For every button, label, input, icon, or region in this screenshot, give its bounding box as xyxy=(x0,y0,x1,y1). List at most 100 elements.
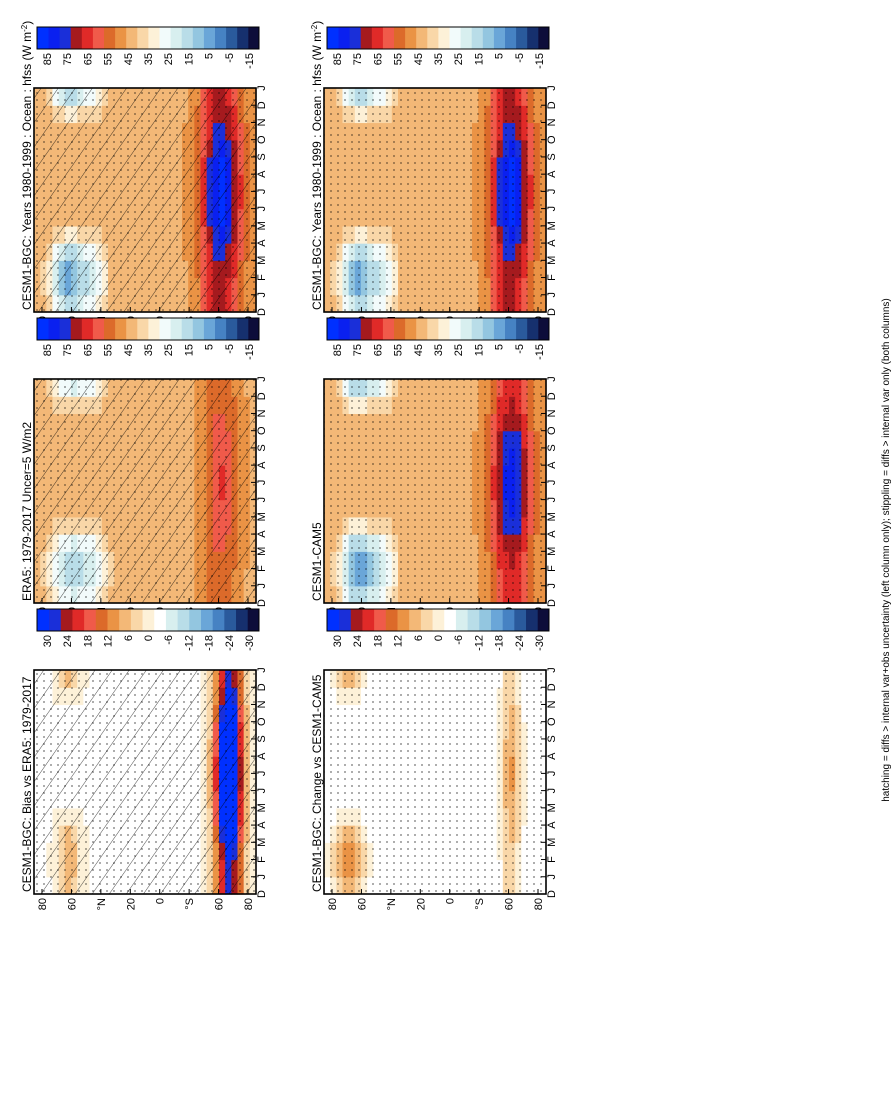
panel-p4: 8060°N200°S6080DJFMAMJJASONDJCESM1-CAM58… xyxy=(310,317,558,619)
colorbar-label: 75 xyxy=(62,53,74,65)
month-label: M xyxy=(546,547,558,556)
colorbar-swatch xyxy=(490,609,503,631)
lat-label: 80 xyxy=(243,898,255,910)
colorbar-label: 85 xyxy=(332,344,344,356)
colorbar-label: 65 xyxy=(372,344,384,356)
colorbar-label: -6 xyxy=(453,635,465,645)
colorbar-label: 75 xyxy=(352,344,364,356)
colorbar-label: 85 xyxy=(42,53,54,65)
month-label: S xyxy=(256,444,268,451)
colorbar-swatch xyxy=(118,609,131,631)
colorbar-label: 0 xyxy=(143,635,155,641)
colorbar-swatch xyxy=(449,27,461,49)
colorbar-swatch xyxy=(362,609,375,631)
month-label: J xyxy=(546,189,558,195)
colorbar-swatch xyxy=(443,609,456,631)
colorbar-swatch xyxy=(513,609,527,631)
colorbar-swatch xyxy=(327,27,339,49)
month-label: J xyxy=(546,85,558,91)
colorbar-label: -24 xyxy=(224,635,236,651)
colorbar-swatch xyxy=(136,27,149,49)
month-label: N xyxy=(546,118,558,126)
month-label: N xyxy=(256,409,268,417)
month-label: A xyxy=(546,821,558,829)
colorbar-swatch xyxy=(125,27,138,49)
month-label: M xyxy=(256,803,268,812)
month-label: D xyxy=(256,392,268,400)
colorbar-swatch xyxy=(142,609,155,631)
lat-label: °N xyxy=(96,898,108,910)
month-label: D xyxy=(256,890,268,898)
colorbar-label: 5 xyxy=(204,344,216,350)
colorbar-swatch xyxy=(438,318,450,340)
colorbar-swatch xyxy=(81,318,93,340)
colorbar-swatch xyxy=(420,609,433,631)
month-label: F xyxy=(256,565,268,572)
panel-title: CESM1-BGC: Bias vs ERA5: 1979-2017 xyxy=(20,676,34,892)
colorbar-label: 12 xyxy=(393,635,405,647)
panel-p2: 8060°N200°S6080DJFMAMJJASONDJCESM1-BGC: … xyxy=(310,21,559,329)
colorbar-label: 65 xyxy=(372,53,384,65)
colorbar-swatch xyxy=(338,318,350,340)
lat-label: 0 xyxy=(445,898,457,904)
panel-title: ERA5: 1979-2017 Uncer=5 W/m2 xyxy=(20,422,34,601)
colorbar-label: 65 xyxy=(82,53,94,65)
colorbar-swatch xyxy=(515,27,528,49)
colorbar-swatch xyxy=(214,27,227,49)
colorbar-swatch xyxy=(415,318,428,340)
colorbar-swatch xyxy=(136,318,149,340)
month-label: J xyxy=(546,497,558,503)
colorbar-swatch xyxy=(159,318,171,340)
colorbar-swatch xyxy=(70,318,82,340)
colorbar-label: 5 xyxy=(494,53,506,59)
stippling xyxy=(324,88,546,312)
colorbar-swatch xyxy=(471,27,483,49)
month-label: J xyxy=(256,583,268,589)
month-label: O xyxy=(546,717,558,726)
colorbar-label: 25 xyxy=(163,344,175,356)
colorbar-label: 75 xyxy=(62,344,74,356)
month-label: D xyxy=(546,683,558,691)
month-label: F xyxy=(546,274,558,281)
month-label: D xyxy=(546,599,558,607)
colorbar-swatch xyxy=(103,318,116,340)
colorbar-swatch xyxy=(203,318,215,340)
colorbar-frame xyxy=(326,608,550,632)
month-label: A xyxy=(546,752,558,760)
colorbar-swatch xyxy=(235,609,248,631)
colorbar-label: 75 xyxy=(352,53,364,65)
month-label: D xyxy=(546,308,558,316)
colorbar-swatch xyxy=(393,27,406,49)
colorbar-label: 55 xyxy=(103,53,115,65)
colorbar-swatch xyxy=(95,609,108,631)
colorbar-swatch xyxy=(526,27,539,49)
month-label: J xyxy=(256,874,268,880)
colorbar-swatch xyxy=(153,609,166,631)
colorbar-swatch xyxy=(203,27,215,49)
month-label: J xyxy=(256,292,268,298)
month-label: S xyxy=(256,735,268,742)
month-label: M xyxy=(256,547,268,556)
colorbar-swatch xyxy=(225,318,238,340)
colorbar-label: 45 xyxy=(413,53,425,65)
lat-label: 60 xyxy=(504,898,516,910)
colorbar-swatch xyxy=(181,27,193,49)
plot-frame xyxy=(323,378,547,604)
month-label: O xyxy=(546,135,558,144)
month-label: S xyxy=(546,735,558,742)
month-label: J xyxy=(546,771,558,777)
lat-label: 20 xyxy=(415,898,427,910)
colorbar-swatch xyxy=(92,318,104,340)
colorbar-swatch xyxy=(426,318,439,340)
colorbar-swatch xyxy=(59,318,71,340)
month-label: A xyxy=(256,752,268,760)
panel-p6: 80 60 °N 20 0 °S 60 80DJFMAMJJASONDJCESM1-BGC: … xyxy=(310,608,558,910)
plot-frame xyxy=(323,669,547,895)
colorbar-label: 18 xyxy=(372,635,384,647)
colorbar-swatch xyxy=(338,609,351,631)
colorbar-label: -5 xyxy=(514,344,526,354)
colorbar-swatch xyxy=(70,27,82,49)
month-label: M xyxy=(546,256,558,265)
month-label: F xyxy=(256,274,268,281)
month-label: A xyxy=(256,170,268,178)
